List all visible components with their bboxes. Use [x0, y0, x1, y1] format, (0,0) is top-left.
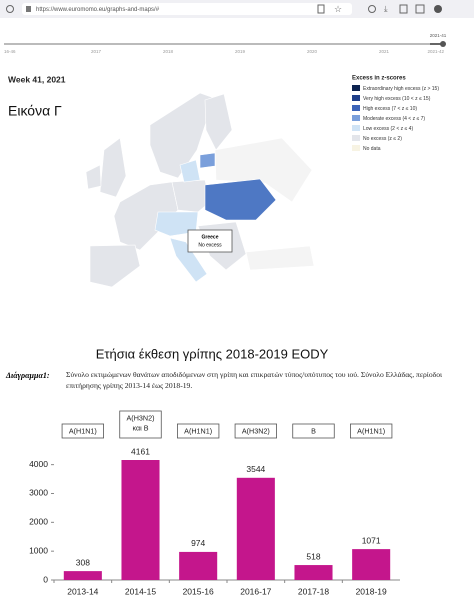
data-label: 308 — [76, 557, 90, 567]
legend-label: No excess (z ≤ 2) — [363, 136, 402, 142]
data-label: 518 — [306, 551, 320, 561]
y-tick-label: 2000 — [29, 517, 48, 527]
data-label: 3544 — [246, 464, 265, 474]
figure-label: Διάγραμμα1: — [5, 371, 50, 380]
address-bar[interactable] — [22, 3, 352, 15]
x-tick-label: 2013-14 — [67, 586, 98, 596]
lock-icon — [26, 6, 31, 12]
legend-label: Moderate excess (4 < z ≤ 7) — [363, 116, 425, 122]
bar-chart: 0 1000 2000 3000 4000 2013-14 308 A(H1N1) 2014-1… — [29, 410, 400, 596]
legend-label: Very high excess (10 < z ≤ 15) — [363, 96, 431, 102]
tooltip-status: No excess — [198, 242, 222, 248]
tooltip — [187, 229, 233, 253]
sidebar-icon[interactable] — [415, 4, 425, 14]
data-label: 1071 — [362, 535, 381, 545]
bar — [121, 460, 160, 580]
data-label: 974 — [191, 538, 205, 548]
timeline-start: 16-46 — [4, 49, 16, 54]
legend-swatch — [352, 115, 360, 121]
data-label: 4161 — [131, 446, 150, 456]
shield-icon — [6, 5, 14, 13]
legend-swatch — [352, 125, 360, 131]
y-tick-label: 1000 — [29, 545, 48, 555]
report-title: Ετήσια έκθεση γρίπης 2018-2019 EODY — [96, 346, 329, 361]
url[interactable]: https://www.euromomo.eu/graphs-and-maps/… — [36, 7, 160, 13]
timeline-year: 2018 — [163, 49, 174, 54]
legend-title: Excess in z-scores — [352, 76, 406, 82]
timeline-current: 2021-41 — [430, 33, 447, 38]
annotation: A(H1N1) — [184, 426, 212, 435]
figure-label: Εικόνα Γ — [8, 103, 62, 119]
close-icon[interactable] — [434, 5, 442, 13]
timeline-year: 2019 — [235, 49, 246, 54]
legend-swatch — [352, 85, 360, 91]
bar — [63, 571, 102, 580]
finland — [204, 93, 233, 151]
legend-label: Low excess (2 < z ≤ 4) — [363, 126, 413, 132]
x-tick-label: 2016-17 — [240, 586, 271, 596]
map-week: Week 41, 2021 — [8, 74, 66, 84]
legend-swatch — [352, 145, 360, 151]
timeline-end: 2021-42 — [427, 49, 444, 54]
library-icon[interactable] — [399, 4, 408, 14]
annotation-box — [292, 423, 335, 439]
legend-label: Extraordinary high excess (z > 15) — [363, 86, 439, 92]
bar — [294, 565, 333, 580]
russia — [214, 137, 313, 203]
bar — [236, 477, 275, 580]
x-tick-label: 2017-18 — [298, 586, 329, 596]
annotation-box — [234, 423, 277, 439]
timeline-year: 2021 — [379, 49, 390, 54]
annotation: A(H3N2) — [242, 426, 270, 435]
timeline-year: 2020 — [307, 49, 318, 54]
annotation: A(H1N1) — [69, 426, 97, 435]
annotation-box — [61, 423, 104, 439]
annotation-box — [177, 423, 220, 439]
x-tick-label: 2015-16 — [183, 586, 214, 596]
legend-swatch — [352, 135, 360, 141]
annotation: A(H3N2) και B — [127, 413, 155, 432]
figure-caption: Σύνολο εκτιμώμενων θανάτων αποδιδόμενων … — [66, 370, 443, 390]
legend-swatch — [352, 105, 360, 111]
turkey — [245, 245, 315, 271]
legend-swatch — [352, 95, 360, 101]
annotation-box — [119, 410, 162, 439]
legend-label: No data — [363, 146, 381, 152]
tooltip-country: Greece — [202, 234, 219, 240]
france — [113, 181, 179, 251]
ireland — [85, 164, 102, 190]
y-tick-label: 3000 — [29, 488, 48, 498]
iberia — [89, 244, 141, 288]
y-tick-label: 0 — [43, 574, 48, 584]
pocket-icon[interactable] — [368, 5, 376, 13]
star-icon[interactable]: ☆ — [334, 4, 342, 14]
annotation: A(H1N1) — [357, 426, 385, 435]
bar — [352, 549, 391, 580]
x-tick-label: 2014-15 — [125, 586, 156, 596]
legend: Extraordinary high excess (z > 15) Very … — [352, 85, 439, 152]
annotation: B — [311, 426, 316, 435]
bar — [179, 551, 218, 580]
y-tick-label: 4000 — [29, 459, 48, 469]
italy — [169, 237, 208, 283]
x-tick-label: 2018-19 — [356, 586, 387, 596]
ukraine — [204, 178, 277, 221]
annotation-box — [350, 423, 393, 439]
alpine-region — [154, 211, 199, 237]
central-europe — [171, 179, 211, 213]
legend-label: High excess (7 < z ≤ 10) — [363, 106, 417, 112]
estonia-latvia — [199, 152, 216, 169]
timeline-year: 2017 — [91, 49, 102, 54]
map — [85, 92, 315, 288]
great-britain — [99, 137, 127, 198]
baltic-south — [179, 159, 201, 183]
reader-icon[interactable] — [317, 4, 325, 14]
download-icon[interactable]: ⤓ — [384, 5, 388, 14]
timeline-handle[interactable] — [440, 41, 446, 47]
